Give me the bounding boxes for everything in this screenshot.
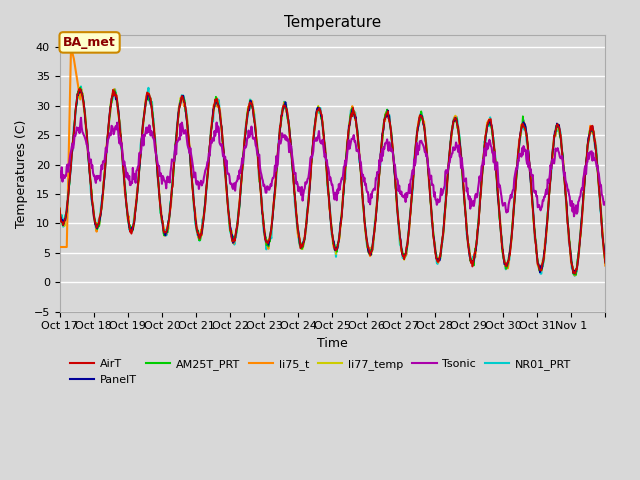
li75_t (177, 99, 184, 105)
AM25T_PRT (56, 206, 63, 212)
Line: NR01_PRT: NR01_PRT (60, 86, 605, 276)
AM25T_PRT (76, 84, 84, 90)
AirT (56, 205, 63, 211)
li77_temp (56, 205, 63, 211)
NR01_PRT (56, 208, 63, 214)
li75_t (500, 258, 508, 264)
li77_temp (78, 86, 86, 92)
Tsonic (517, 151, 525, 157)
Tsonic (449, 150, 456, 156)
Line: PanelT: PanelT (60, 90, 605, 274)
AM25T_PRT (131, 211, 139, 216)
NR01_PRT (500, 256, 508, 262)
li77_temp (500, 260, 508, 266)
AM25T_PRT (500, 258, 508, 264)
Tsonic (570, 214, 578, 219)
li77_temp (449, 125, 456, 131)
Tsonic (602, 200, 609, 205)
Y-axis label: Temperatures (C): Temperatures (C) (15, 120, 28, 228)
AM25T_PRT (572, 272, 580, 278)
Line: li77_temp: li77_temp (60, 89, 605, 275)
Legend: AirT, PanelT, AM25T_PRT, li75_t, li77_temp, Tsonic, NR01_PRT: AirT, PanelT, AM25T_PRT, li75_t, li77_te… (65, 355, 575, 389)
li75_t (56, 244, 63, 250)
AirT (76, 86, 84, 92)
li75_t (602, 263, 609, 268)
li77_temp (570, 272, 578, 277)
AirT (517, 129, 525, 134)
Tsonic (77, 115, 85, 120)
li75_t (449, 125, 456, 131)
AirT (177, 102, 184, 108)
AirT (500, 260, 508, 265)
Tsonic (177, 121, 184, 127)
li75_t (131, 209, 139, 215)
PanelT (65, 194, 72, 200)
Line: li75_t: li75_t (60, 47, 605, 276)
AM25T_PRT (602, 260, 609, 265)
Tsonic (56, 168, 63, 174)
PanelT (131, 213, 139, 218)
Line: AirT: AirT (60, 89, 605, 274)
li75_t (517, 132, 525, 137)
Tsonic (131, 178, 139, 183)
AirT (602, 260, 609, 266)
NR01_PRT (65, 190, 72, 195)
PanelT (76, 87, 83, 93)
li77_temp (517, 130, 525, 136)
AirT (131, 213, 139, 219)
AirT (65, 195, 72, 201)
PanelT (517, 128, 525, 134)
PanelT (177, 100, 184, 106)
X-axis label: Time: Time (317, 337, 348, 350)
li77_temp (65, 196, 72, 202)
AM25T_PRT (177, 97, 184, 103)
li75_t (67, 44, 75, 50)
PanelT (500, 262, 508, 267)
AM25T_PRT (65, 193, 72, 199)
Title: Temperature: Temperature (284, 15, 381, 30)
PanelT (449, 126, 456, 132)
NR01_PRT (571, 273, 579, 279)
NR01_PRT (77, 84, 85, 89)
Tsonic (500, 200, 508, 206)
AM25T_PRT (449, 122, 456, 128)
li77_temp (602, 257, 609, 263)
Line: AM25T_PRT: AM25T_PRT (60, 87, 605, 275)
Line: Tsonic: Tsonic (60, 118, 605, 216)
NR01_PRT (449, 127, 456, 132)
Text: BA_met: BA_met (63, 36, 116, 49)
NR01_PRT (177, 97, 184, 103)
li75_t (65, 178, 72, 183)
PanelT (571, 271, 579, 276)
AirT (572, 271, 579, 276)
PanelT (56, 208, 63, 214)
NR01_PRT (517, 132, 525, 138)
PanelT (602, 259, 609, 264)
AM25T_PRT (517, 131, 525, 136)
li77_temp (177, 95, 184, 101)
Tsonic (65, 169, 72, 175)
AirT (449, 123, 456, 129)
li77_temp (131, 212, 139, 218)
NR01_PRT (131, 209, 139, 215)
NR01_PRT (602, 260, 609, 265)
li75_t (571, 273, 579, 278)
